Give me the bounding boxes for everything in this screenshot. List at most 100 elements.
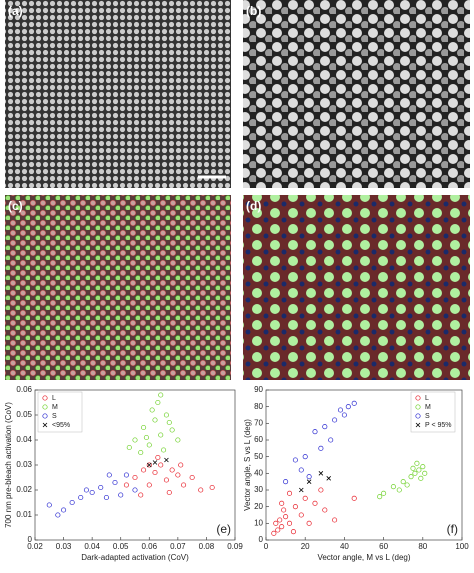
point xyxy=(46,502,52,508)
legend-label: M xyxy=(52,404,58,411)
point xyxy=(55,512,61,518)
point xyxy=(138,492,144,498)
legend-marker xyxy=(415,422,421,428)
point xyxy=(103,494,109,501)
point xyxy=(410,465,416,471)
point xyxy=(164,457,169,463)
legend-marker xyxy=(42,395,48,401)
legend-marker xyxy=(415,404,421,410)
point xyxy=(292,504,298,510)
point xyxy=(298,512,304,518)
legend-label: M xyxy=(425,404,431,411)
point xyxy=(132,437,138,443)
y-tick-label: 70 xyxy=(254,418,263,427)
point xyxy=(318,445,324,451)
point xyxy=(166,489,172,496)
y-tick-label: 60 xyxy=(254,435,263,444)
x-tick-label: 0.04 xyxy=(84,542,100,551)
y-tick-label: 40 xyxy=(254,468,263,477)
y-tick-label: 10 xyxy=(254,518,263,527)
point xyxy=(318,471,324,476)
point xyxy=(155,399,161,406)
point xyxy=(169,467,175,473)
point xyxy=(166,419,172,426)
x-tick-label: 20 xyxy=(301,542,310,551)
point xyxy=(286,520,293,526)
x-tick-label: 80 xyxy=(418,542,427,551)
point xyxy=(123,472,129,478)
point xyxy=(418,475,424,481)
x-tick-label: 0.06 xyxy=(141,542,157,551)
point xyxy=(279,524,285,530)
point xyxy=(181,482,187,488)
image-c xyxy=(5,195,231,380)
y-tick-label: 90 xyxy=(254,385,263,394)
point xyxy=(277,517,283,523)
point xyxy=(396,487,402,493)
point xyxy=(318,487,324,493)
point xyxy=(328,437,334,443)
x-axis-label: Vector angle, M vs L (deg) xyxy=(317,553,410,562)
y-axis-label: 700 nm pre-bleach activation (CoV) xyxy=(4,402,13,528)
point xyxy=(169,427,175,433)
point xyxy=(112,479,118,486)
point xyxy=(381,490,387,496)
point xyxy=(149,407,155,413)
point xyxy=(132,474,138,481)
panel-label: (f) xyxy=(447,522,458,536)
y-tick-label: 30 xyxy=(254,485,263,494)
x-tick-label: 0.03 xyxy=(56,542,72,551)
point xyxy=(152,417,158,423)
point xyxy=(152,469,158,476)
panel-label: (e) xyxy=(216,522,231,536)
point xyxy=(298,487,304,493)
point xyxy=(345,404,351,410)
legend-label: L xyxy=(52,395,56,402)
x-axis-label: Dark-adapted activation (CoV) xyxy=(81,553,189,562)
point xyxy=(158,392,164,398)
point xyxy=(146,462,152,468)
point xyxy=(302,495,308,501)
point xyxy=(189,474,195,481)
x-tick-label: 40 xyxy=(340,542,349,551)
legend-marker xyxy=(415,413,421,419)
point xyxy=(283,514,289,520)
y-tick-label: 0.01 xyxy=(16,510,32,519)
y-tick-label: 0.06 xyxy=(16,385,32,394)
point xyxy=(89,489,95,496)
point xyxy=(332,517,338,523)
point xyxy=(155,454,161,461)
x-tick-label: 0.09 xyxy=(227,542,243,551)
point xyxy=(404,482,410,488)
y-axis-label: Vector angle, S vs L (deg) xyxy=(243,419,252,511)
point xyxy=(178,462,184,468)
point xyxy=(138,449,144,456)
x-tick-label: 0 xyxy=(264,542,269,551)
point xyxy=(78,494,84,501)
panel-label: (a) xyxy=(8,4,23,18)
point xyxy=(377,494,383,500)
point xyxy=(143,434,149,441)
point xyxy=(147,462,152,468)
point xyxy=(98,484,104,491)
legend-label: S xyxy=(425,413,430,420)
point xyxy=(290,529,296,535)
point xyxy=(337,407,344,413)
point xyxy=(61,507,67,513)
x-tick-label: 0.02 xyxy=(27,542,43,551)
point xyxy=(326,476,332,481)
y-tick-label: 0.03 xyxy=(16,460,32,469)
point xyxy=(408,474,414,480)
point xyxy=(158,462,164,468)
point xyxy=(306,474,312,480)
y-tick-label: 0.02 xyxy=(16,485,32,494)
point xyxy=(126,444,132,451)
point xyxy=(414,460,420,466)
y-tick-label: 0 xyxy=(28,535,33,544)
point xyxy=(416,467,422,473)
point xyxy=(146,482,152,488)
point xyxy=(298,467,304,473)
image-d xyxy=(243,195,470,380)
point xyxy=(141,467,147,473)
